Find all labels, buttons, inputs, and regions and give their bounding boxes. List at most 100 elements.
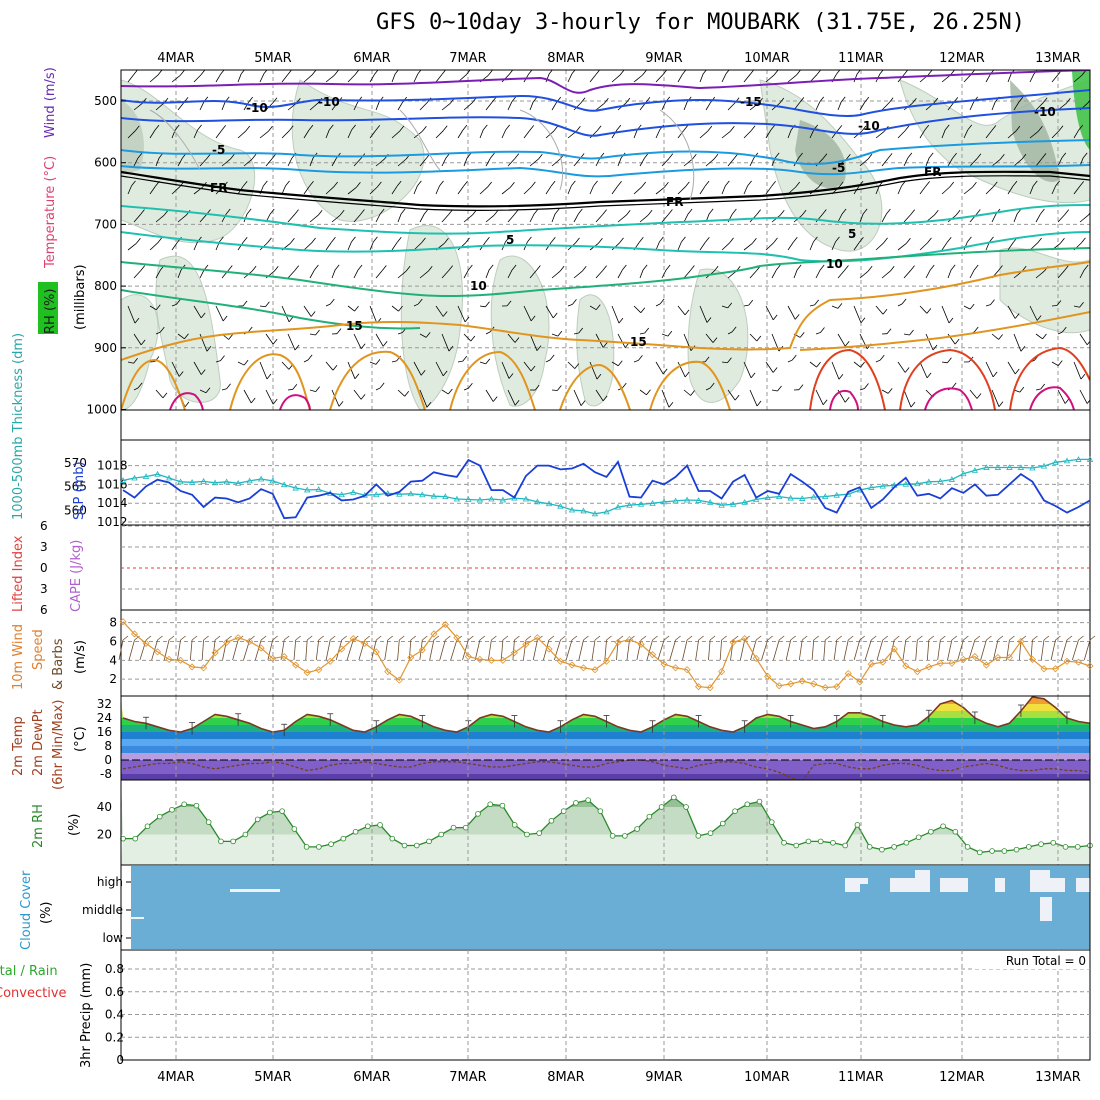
wind-barb (441, 389, 449, 395)
wind-barb (617, 214, 627, 223)
wind-barb-feather (798, 152, 803, 159)
wind-barb (985, 304, 991, 307)
wind-barb-feather (184, 401, 190, 408)
wind-barb-feather (963, 635, 969, 641)
wind-barb-feather (462, 355, 468, 362)
wind-barb-feather (396, 180, 402, 187)
wind-barb (639, 214, 649, 223)
wind-barb-feather (1041, 153, 1047, 159)
wind-barb (661, 158, 670, 167)
wind-barb (221, 388, 227, 391)
thickness-point (154, 470, 161, 477)
upper-air-panel: -15 -10 -10 -5 -5 5 5 10 10 15 15 FR FR FR -10 -10 (121, 70, 1090, 411)
wind-barb-feather (1040, 383, 1046, 390)
wind-barb (787, 305, 796, 320)
temp-tick-label: 16 (97, 725, 112, 739)
rh-point (793, 842, 800, 849)
wind-barb (391, 305, 399, 312)
wind-barb (578, 639, 584, 661)
wind-barb (859, 270, 869, 279)
wind-barb (435, 130, 444, 139)
wind-barb-feather (317, 209, 323, 216)
wind-barb-feather (536, 345, 542, 351)
wind-barb-feather (731, 326, 737, 333)
wind-barb (450, 639, 458, 661)
rh-point (781, 839, 787, 846)
wind-barb (853, 305, 862, 323)
thickness-point (292, 484, 299, 491)
wind-barb-feather (894, 635, 900, 641)
wind-barb (408, 639, 412, 661)
rh-point (744, 801, 751, 808)
wind-barb-feather (773, 237, 778, 244)
pressure-panel: 1018 1016 1014 1012 570 565 560 (64, 439, 1094, 529)
contour-label: 15 (346, 319, 363, 333)
wind-barb (1013, 101, 1020, 111)
date-label-top: 5MAR (254, 51, 291, 66)
wind-barb (661, 269, 667, 279)
wind-barb-feather (134, 317, 140, 324)
wind-speed-point (602, 657, 611, 665)
wind-barb-feather (756, 335, 762, 342)
wind-barb (127, 242, 137, 251)
wind-barb (919, 361, 928, 379)
wind-barb-feather (647, 209, 653, 216)
thickness-point (879, 482, 886, 489)
wind-barb-feather (816, 70, 822, 75)
wind-barb (925, 269, 931, 279)
wind-barb (397, 158, 407, 167)
wind-barb (221, 101, 226, 111)
wind-barb (193, 361, 202, 375)
rh-point (254, 816, 261, 823)
wind-barb-feather (176, 299, 181, 305)
wind-barb (646, 639, 653, 661)
wind-barb-feather (638, 355, 643, 361)
wind-barb (743, 74, 751, 83)
wind-barb-feather (777, 385, 782, 392)
wind-barb (545, 359, 551, 363)
rh-point (854, 822, 861, 828)
wind-tick-label: 2 (109, 672, 117, 686)
wind-barb (303, 242, 312, 251)
wind-barb (657, 639, 665, 661)
wind-barb-feather (351, 124, 356, 131)
wind-barb (897, 242, 907, 251)
rh-point (389, 835, 396, 842)
wind-barb-feather (295, 635, 301, 641)
wind-barb (353, 333, 362, 349)
wind-barb-feather (1083, 264, 1089, 271)
wind-barb (149, 305, 157, 311)
wind-barb-feather (220, 355, 225, 361)
wind-barb (1013, 333, 1022, 352)
wind-barb-feather (379, 208, 385, 215)
rh-point (156, 813, 163, 820)
wind-barb (875, 185, 880, 195)
thickness-point (718, 501, 725, 508)
wind-barb (463, 157, 468, 167)
cloud-cover-fill (131, 866, 1090, 949)
precip-tick-label: 0.6 (105, 985, 124, 999)
wind-barb (155, 269, 161, 279)
wind-speed-point (1051, 665, 1060, 673)
rh-point (316, 844, 322, 850)
wind-barb (749, 333, 758, 342)
wind-barb-feather (581, 265, 587, 272)
wind-barb-feather (844, 397, 850, 403)
wind-barb-feather (311, 237, 316, 244)
wind-barb (633, 74, 643, 83)
wind-barb-feather (992, 371, 998, 378)
contour-label: -10 (1034, 105, 1056, 119)
wind-barb-feather (488, 70, 493, 76)
wind-barb (243, 101, 250, 111)
thickness-point (142, 473, 150, 479)
wind-barb (391, 73, 396, 83)
wind-barb (479, 186, 488, 195)
wind-speed-point (361, 639, 369, 647)
wind-barb-feather (197, 124, 202, 131)
wind-barb (375, 333, 384, 347)
wind-speed-point (741, 635, 749, 643)
wind-barb (771, 269, 777, 279)
wind-barb (897, 303, 903, 307)
wind-barb-feather (668, 153, 674, 159)
wind-barb-feather (468, 264, 473, 271)
